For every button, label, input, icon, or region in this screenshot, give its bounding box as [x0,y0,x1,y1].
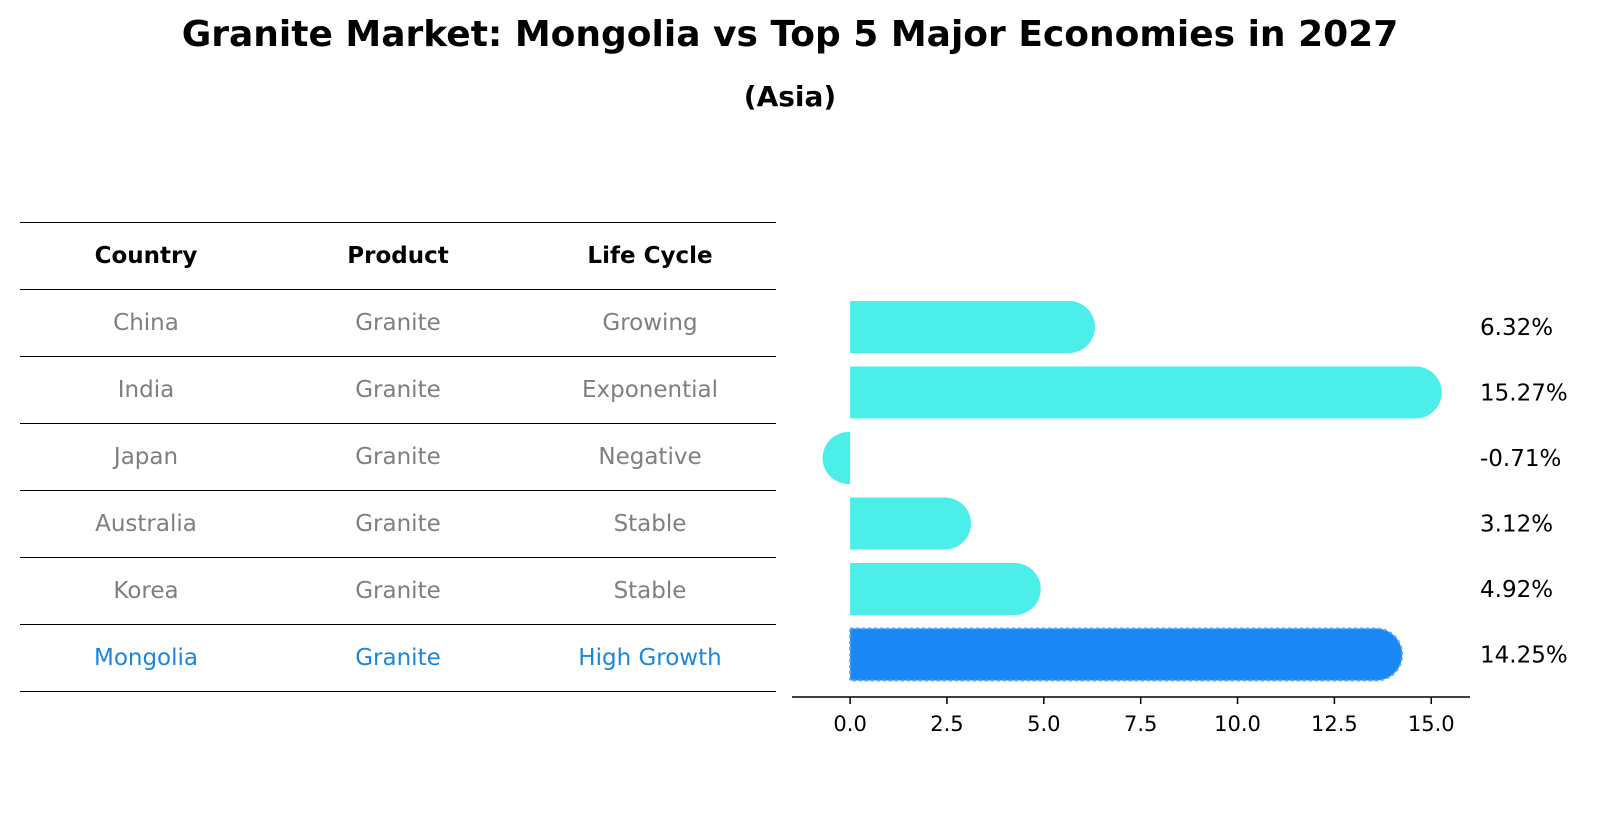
bar-highlighted [849,627,1404,682]
x-tick-label: 15.0 [1408,712,1455,736]
cell-country: Australia [95,511,197,537]
cell-life-cycle: Growing [602,310,698,336]
cell-country: India [117,377,175,403]
header-country: Country [94,243,198,269]
x-tick-label: 2.5 [930,712,963,736]
table-row: Japan Granite Negative [20,423,776,490]
table-row-highlighted: Mongolia Granite High Growth [20,624,776,692]
table-row: Australia Granite Stable [20,490,776,557]
bar [822,432,851,484]
cell-country: Korea [113,578,179,604]
table-row: Korea Granite Stable [20,557,776,624]
cell-country: Mongolia [93,645,199,671]
value-label: 14.25% [1480,643,1568,669]
x-tick-label: 10.0 [1214,712,1261,736]
cell-product: Granite [355,511,441,537]
header-product: Product [347,243,449,269]
value-label: 6.32% [1480,315,1553,341]
bar [850,497,971,550]
cell-product: Granite [355,310,441,336]
x-tick-label: 0.0 [833,712,866,736]
data-table: Country Product Life Cycle China Granite… [20,222,776,692]
cell-product: Granite [355,578,441,604]
cell-product: Granite [355,444,441,470]
cell-life-cycle: Stable [613,578,687,604]
value-label: 3.12% [1480,512,1553,538]
value-label: 4.92% [1480,577,1553,603]
cell-product: Granite [355,377,441,403]
cell-country: China [113,310,179,336]
chart-subtitle: (Asia) [743,80,837,113]
x-tick-label: 7.5 [1124,712,1157,736]
chart-title: Granite Market: Mongolia vs Top 5 Major … [181,14,1399,55]
cell-life-cycle: Stable [613,511,687,537]
cell-life-cycle: Exponential [581,377,718,403]
x-tick-label: 12.5 [1311,712,1358,736]
cell-life-cycle: High Growth [578,645,722,671]
x-tick-label: 5.0 [1027,712,1060,736]
bar [850,366,1442,419]
cell-product: Granite [355,645,441,671]
cell-life-cycle: Negative [598,444,702,470]
header-life-cycle: Life Cycle [587,243,713,269]
bar [850,563,1041,615]
table-row: India Granite Exponential [20,356,776,423]
value-label: 15.27% [1480,381,1568,407]
table-header-row: Country Product Life Cycle [20,222,776,289]
cell-country: Japan [113,444,179,470]
value-label: -0.71% [1480,446,1561,472]
bar [850,301,1095,353]
table-row: China Granite Growing [20,289,776,356]
